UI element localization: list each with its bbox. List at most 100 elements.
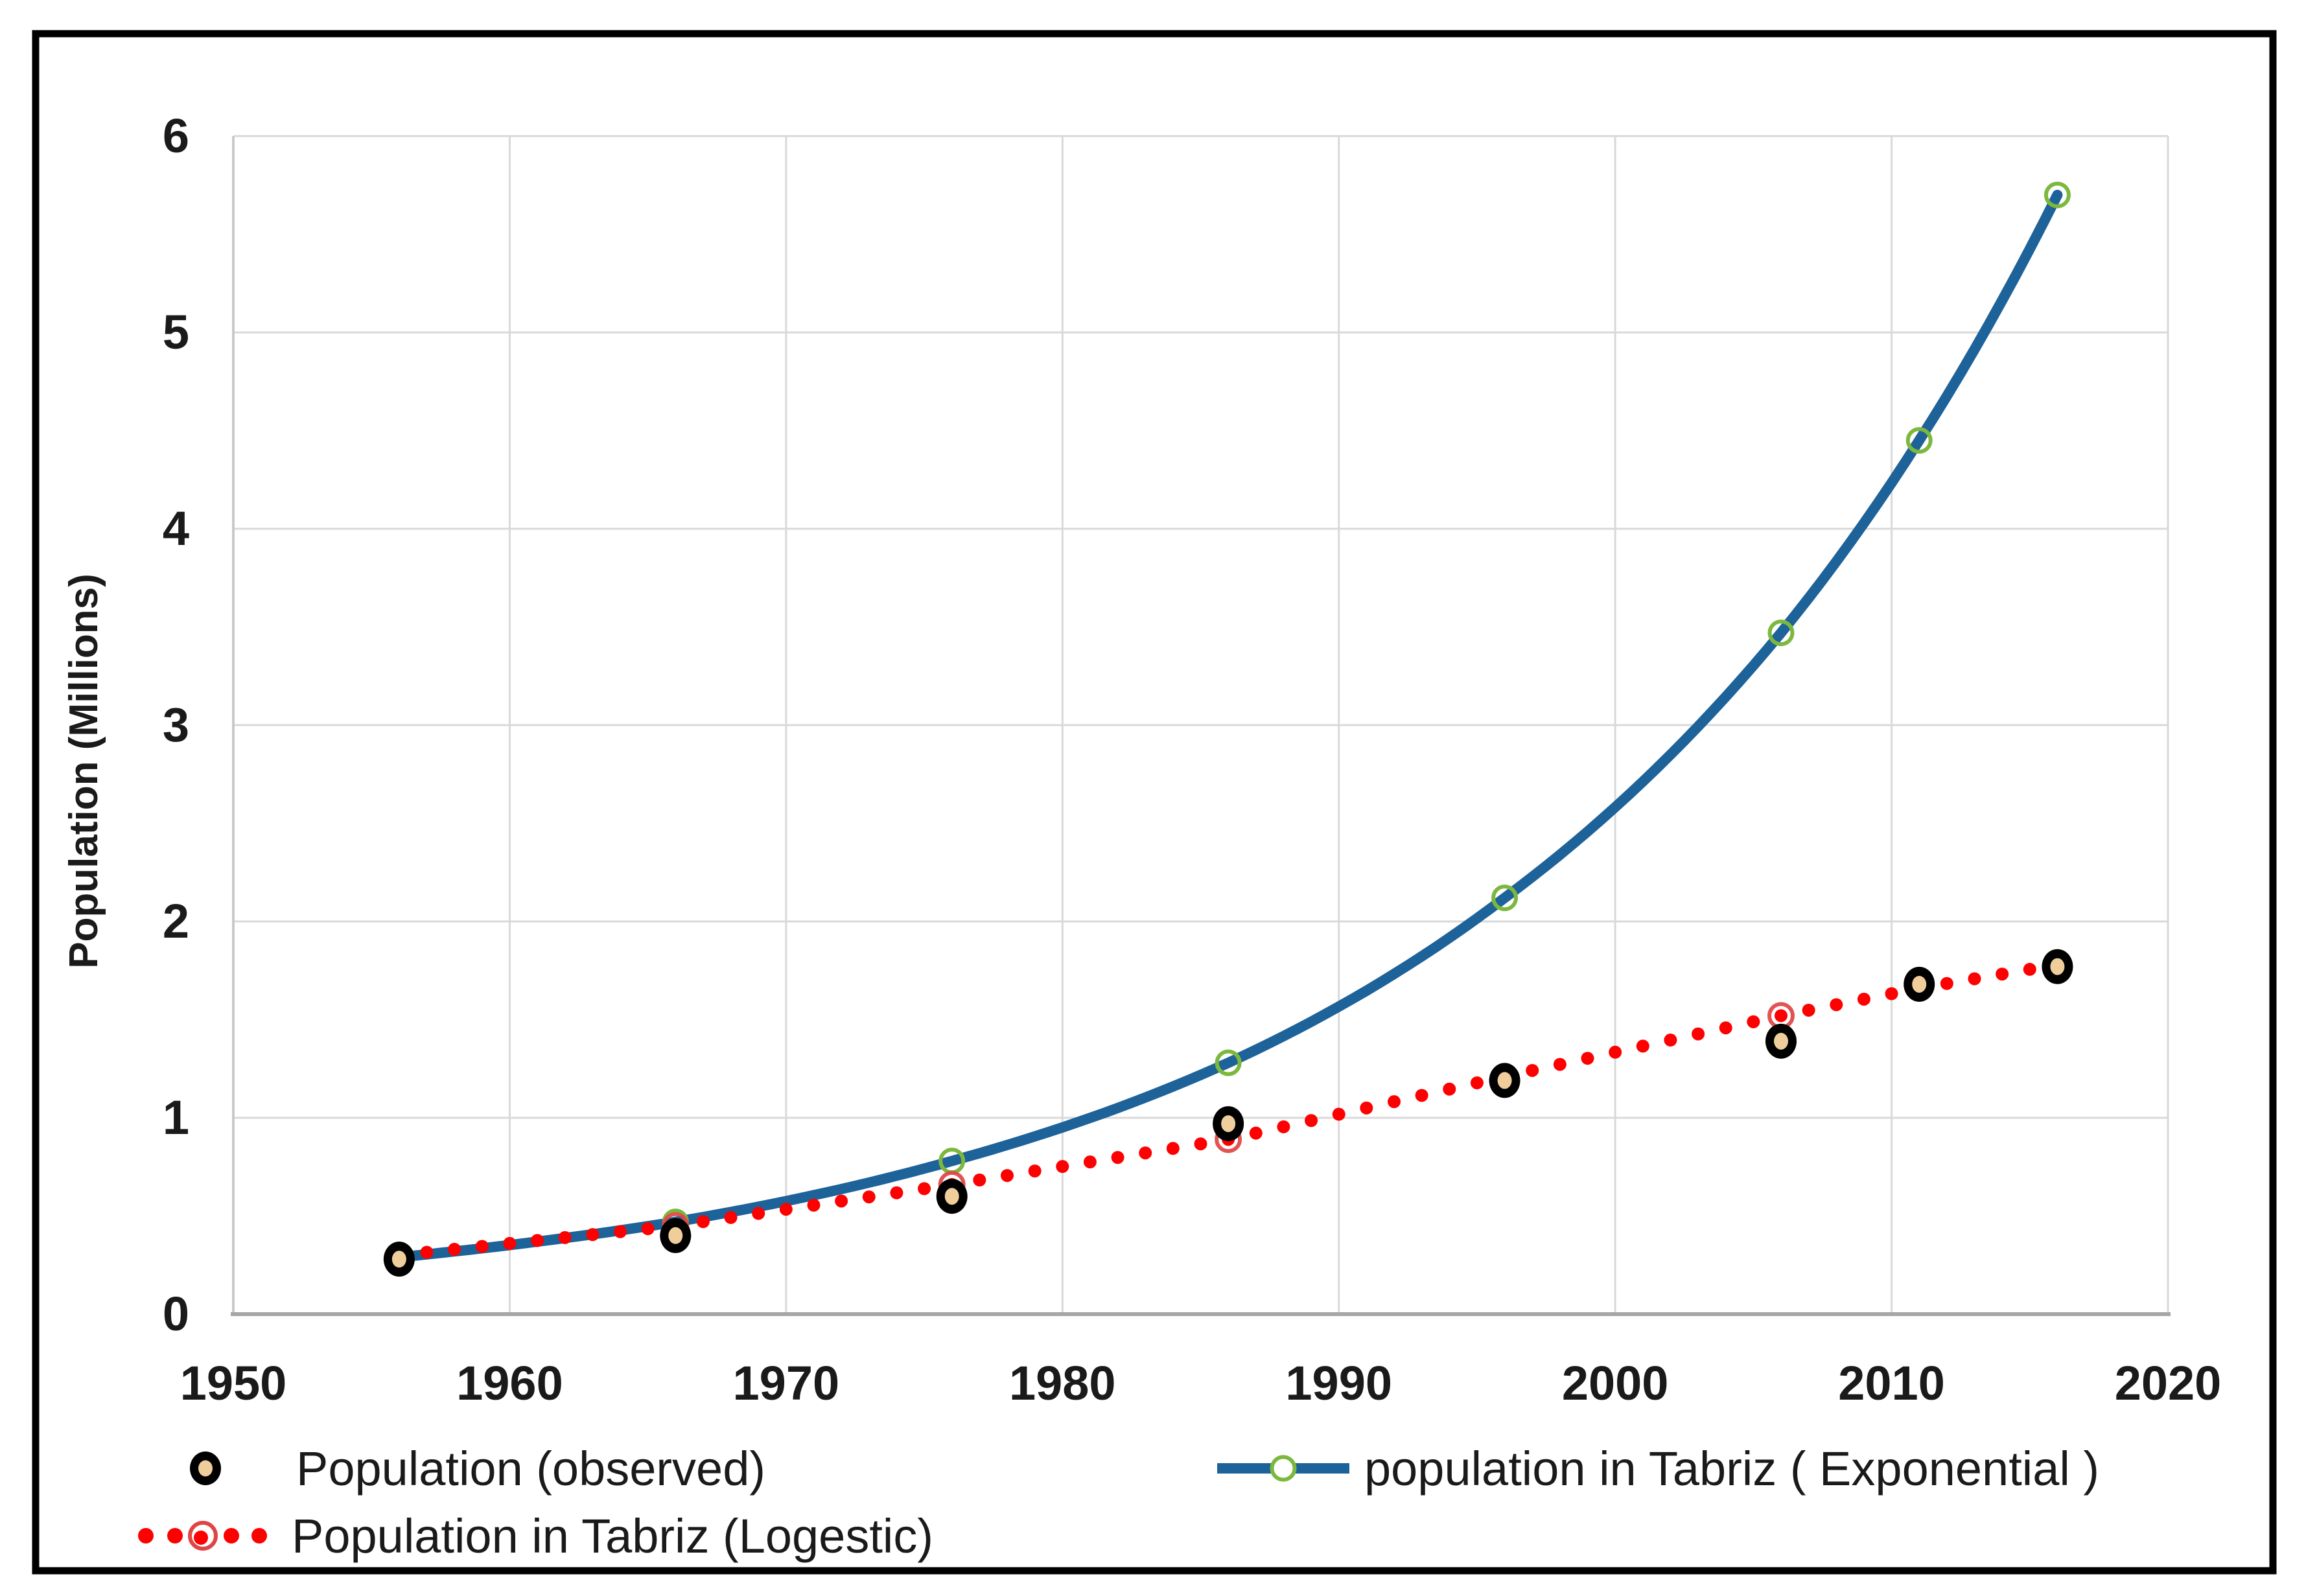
- logistic-dot: [1415, 1089, 1428, 1102]
- logistic-dot: [1940, 977, 1953, 990]
- logistic-dot: [475, 1240, 489, 1253]
- logistic-dot: [1166, 1142, 1180, 1155]
- legend-item-logistic: Population in Tabriz (Logestic): [138, 1509, 933, 1563]
- observed-marker-center: [391, 1251, 406, 1268]
- observed-legend-marker-center: [198, 1460, 213, 1477]
- legend: Population (observed) population in Tabri…: [138, 1442, 2099, 1563]
- logistic-dot: [1968, 972, 1981, 986]
- logistic-dot: [1056, 1160, 1069, 1174]
- logistic-dot: [1001, 1169, 1014, 1183]
- axis-tick-labels: 0 1 2 3 4 5 6 1950 1960 1970 1980 1990 2000 2010 2020: [163, 109, 2221, 1410]
- legend-item-exponential: population in Tabriz ( Exponential ): [1217, 1442, 2099, 1496]
- exponential-marker-circle: [2044, 181, 2071, 209]
- x-axis-tick-label: 1990: [1285, 1356, 1392, 1410]
- logistic-dot: [503, 1236, 517, 1250]
- logistic-legend-dot: [167, 1528, 183, 1544]
- y-axis-title: Population (Millions): [62, 573, 106, 969]
- x-axis-tick-label: 1980: [1009, 1356, 1116, 1410]
- logistic-dot: [420, 1245, 434, 1259]
- exponential-legend-circle: [1270, 1455, 1297, 1482]
- x-axis-tick-label: 2010: [1838, 1356, 1945, 1410]
- logistic-dot: [531, 1234, 544, 1247]
- logistic-dot: [448, 1243, 461, 1256]
- series-observed: [383, 949, 2073, 1277]
- y-axis-tick-label: 3: [163, 698, 189, 752]
- legend-label-logistic: Population in Tabriz (Logestic): [292, 1509, 933, 1563]
- logistic-legend-circle-dot: [194, 1531, 208, 1545]
- logistic-dot: [1775, 1009, 1788, 1023]
- y-axis-tick-label: 1: [163, 1091, 189, 1144]
- logistic-dot: [1443, 1082, 1456, 1096]
- logistic-dot: [1277, 1120, 1290, 1133]
- y-axis-tick-label: 6: [163, 109, 189, 163]
- logistic-dot: [752, 1207, 765, 1220]
- logistic-dot: [1249, 1126, 1263, 1140]
- legend-label-exponential: population in Tabriz ( Exponential ): [1364, 1442, 2099, 1496]
- logistic-dot: [1609, 1045, 1622, 1059]
- logistic-legend-dot: [224, 1528, 239, 1544]
- exponential-marker-circle: [1491, 885, 1519, 912]
- logistic-legend-circle: [188, 1521, 218, 1551]
- logistic-dot: [1470, 1076, 1484, 1090]
- observed-marker-center: [1774, 1032, 1788, 1050]
- logistic-dot: [641, 1222, 655, 1236]
- logistic-dot: [724, 1210, 738, 1224]
- logistic-dot: [890, 1186, 903, 1199]
- logistic-dot: [1139, 1146, 1152, 1160]
- logistic-dot: [835, 1194, 848, 1208]
- logistic-dot: [1830, 998, 1843, 1012]
- exponential-marker-circle: [1767, 619, 1795, 647]
- logistic-legend-dot: [138, 1528, 154, 1544]
- logistic-dot: [1857, 992, 1870, 1006]
- logistic-dot: [1388, 1095, 1401, 1109]
- logistic-dot: [1747, 1015, 1760, 1028]
- logistic-dot: [1885, 987, 1898, 1000]
- legend-item-observed: Population (observed): [190, 1442, 765, 1496]
- legend-label-observed: Population (observed): [296, 1442, 765, 1496]
- gridlines: [231, 135, 2171, 1316]
- logistic-dot: [1360, 1101, 1373, 1115]
- observed-marker-center: [1497, 1072, 1512, 1089]
- logistic-dot: [1636, 1039, 1649, 1053]
- logistic-dot: [1692, 1027, 1705, 1041]
- observed-marker-center: [668, 1227, 683, 1244]
- observed-marker-center: [944, 1188, 959, 1205]
- x-axis-tick-label: 1970: [733, 1356, 840, 1410]
- logistic-dot: [973, 1174, 986, 1187]
- y-axis-tick-label: 5: [163, 305, 189, 359]
- logistic-dot: [918, 1182, 931, 1196]
- logistic-dot: [1719, 1021, 1732, 1035]
- logistic-dot: [1526, 1063, 1539, 1077]
- logistic-dot: [1996, 967, 2009, 981]
- logistic-dot: [1581, 1052, 1594, 1065]
- exponential-marker-circle: [1905, 427, 1933, 454]
- logistic-dot: [779, 1203, 793, 1216]
- series-exponential: [386, 181, 2071, 1271]
- logistic-dot: [558, 1231, 572, 1244]
- logistic-legend-dot: [251, 1528, 267, 1544]
- logistic-dot: [1553, 1058, 1566, 1071]
- figure-border: [32, 30, 2277, 1575]
- logistic-dot: [1802, 1003, 1815, 1017]
- y-axis-tick-label: 2: [163, 894, 189, 948]
- x-axis-tick-label: 1960: [456, 1356, 563, 1410]
- logistic-dot: [614, 1225, 627, 1238]
- logistic-dot: [586, 1228, 600, 1242]
- observed-marker-center: [1221, 1115, 1236, 1133]
- logistic-dot: [1332, 1107, 1345, 1121]
- observed-marker-center: [1912, 975, 1927, 993]
- logistic-dot: [1664, 1034, 1677, 1047]
- logistic-dot: [807, 1198, 821, 1212]
- x-axis-tick-label: 2000: [1562, 1356, 1669, 1410]
- logistic-dot: [2023, 962, 2036, 976]
- observed-marker-center: [2050, 958, 2065, 975]
- exponential-marker-circle: [1215, 1049, 1242, 1076]
- y-axis-tick-label: 0: [163, 1287, 189, 1341]
- x-axis-tick-label: 1950: [180, 1356, 287, 1410]
- y-axis-tick-label: 4: [163, 502, 189, 555]
- logistic-dot: [1194, 1137, 1207, 1151]
- logistic-dot: [1083, 1155, 1097, 1169]
- logistic-dot: [696, 1215, 710, 1229]
